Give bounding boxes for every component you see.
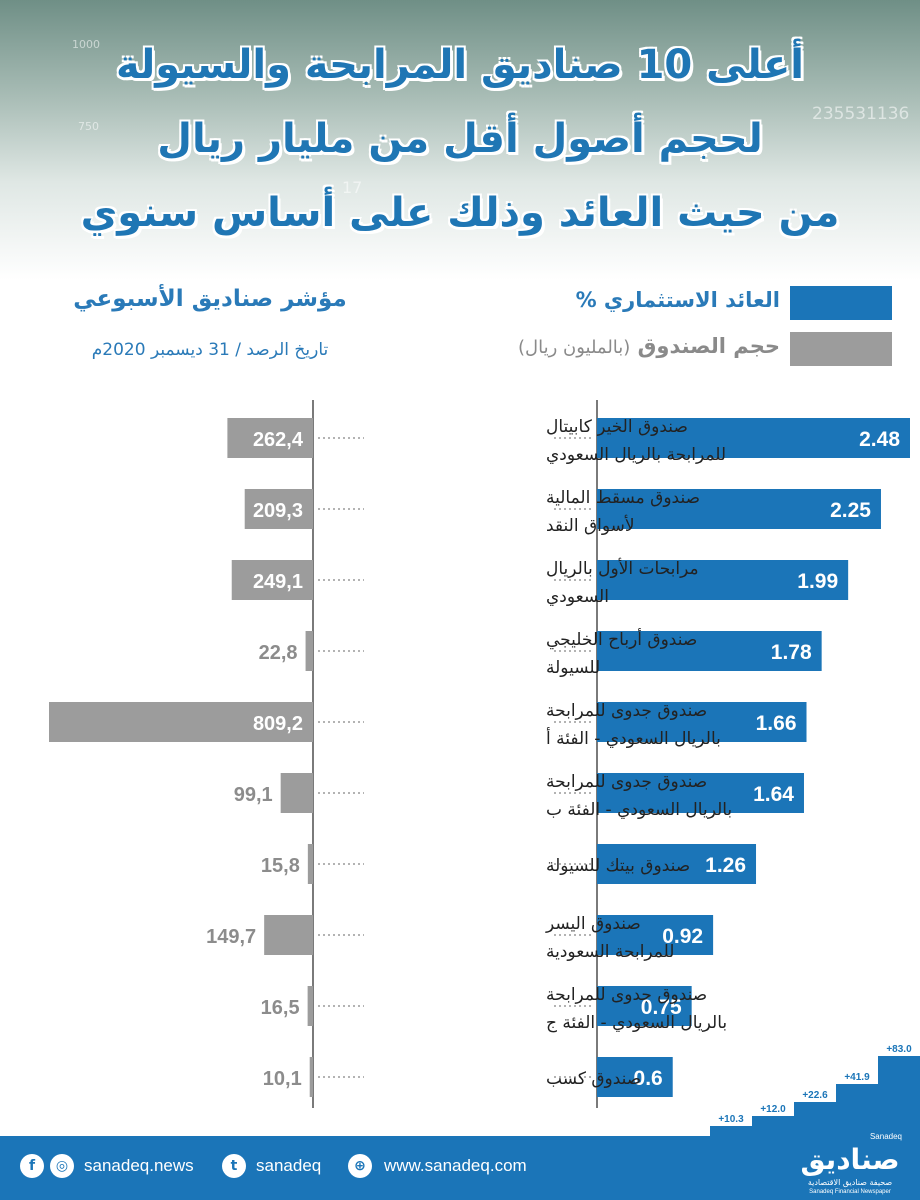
- stair-step: [836, 1084, 878, 1136]
- return-bar: [597, 418, 910, 458]
- size-bar: [305, 631, 313, 671]
- stair-label: +83.0: [886, 1044, 912, 1055]
- stair-step: [752, 1116, 794, 1136]
- bg-number: 750: [78, 120, 99, 133]
- facebook-icon[interactable]: f: [20, 1154, 44, 1178]
- category-label: لأسواق النقد: [546, 515, 635, 536]
- category-label: صندوق جدوى للمرابحة: [546, 985, 707, 1005]
- size-bar: [244, 489, 313, 529]
- return-value-label: 1.99: [797, 570, 838, 593]
- stair-label: +10.3: [718, 1114, 744, 1125]
- return-value-label: 1.78: [771, 641, 812, 664]
- size-value-label: 249,1: [253, 571, 303, 593]
- category-label: بالريال السعودي - الفئة ج: [546, 1013, 727, 1033]
- category-label: صندوق الخير كابيتال: [546, 417, 688, 437]
- brand-tagline-en: Sanadeq Financial Newspaper: [809, 1189, 891, 1195]
- return-bar: [597, 1057, 673, 1097]
- page-title: أعلى 10 صناديق المرابحة والسيولة لحجم أص…: [20, 28, 900, 250]
- return-bar: [597, 915, 714, 955]
- return-value-label: 0.75: [641, 996, 682, 1019]
- size-value-label: 262,4: [253, 429, 304, 451]
- return-value-label: 0.6: [634, 1067, 663, 1090]
- brand-tagline-ar: صحيفة صناديق الاقتصادية: [807, 1178, 893, 1187]
- size-value-label: 149,7: [206, 926, 256, 948]
- title-line: من حيث العائد وذلك على أساس سنوي: [80, 190, 840, 236]
- brand-name-en: Sanadeq: [869, 1132, 902, 1141]
- category-label: صندوق أرباح الخليجي: [546, 628, 697, 650]
- category-label: صندوق بيتك للسيولة: [546, 856, 690, 876]
- category-label: صندوق اليسر: [545, 914, 641, 934]
- category-label: للمرابحة بالريال السعودي: [546, 445, 726, 465]
- stair-label: +41.9: [844, 1072, 870, 1083]
- observation-date: تاريخ الرصد / 31 ديسمبر 2020م: [91, 340, 329, 360]
- return-bar: [597, 844, 757, 884]
- return-value-label: 1.66: [756, 712, 797, 735]
- stair-step: [878, 1056, 920, 1136]
- category-label: للسيولة: [546, 658, 600, 678]
- return-bar: [597, 986, 692, 1026]
- stair-step: [794, 1102, 836, 1136]
- size-value-label: 16,5: [261, 997, 300, 1019]
- brand-logo: صناديق: [800, 1143, 900, 1176]
- return-bar: [597, 489, 881, 529]
- category-label: للمرابحة السعودية: [546, 942, 674, 962]
- footer-bar: [0, 1136, 920, 1200]
- size-bar: [227, 418, 313, 458]
- category-label: صندوق كسب: [546, 1069, 641, 1089]
- legend-size-swatch: [790, 332, 892, 366]
- legend-return-label: العائد الاستثماري %: [575, 288, 780, 312]
- title-line: أعلى 10 صناديق المرابحة والسيولة: [115, 42, 805, 88]
- header-background: [0, 0, 920, 280]
- website-link[interactable]: www.sanadeq.com: [384, 1156, 527, 1175]
- twitter-icon[interactable]: t: [222, 1154, 246, 1178]
- growth-stairs-graphic: +10.3 +12.0 +22.6 +41.9 +83.0: [710, 1044, 920, 1136]
- title-line: لحجم أصول أقل من مليار ريال: [157, 116, 763, 162]
- category-label: صندوق جدوى للمرابحة: [546, 701, 707, 721]
- return-value-label: 0.92: [662, 925, 703, 948]
- social-handle[interactable]: sanadeq.news: [84, 1156, 194, 1175]
- stair-step: [710, 1126, 752, 1136]
- size-value-label: 15,8: [261, 855, 300, 877]
- legend-size-name: حجم الصندوق: [637, 334, 780, 358]
- return-bar: [597, 773, 804, 813]
- return-value-label: 2.25: [830, 499, 871, 522]
- size-bar: [264, 915, 313, 955]
- category-label: مرابحات الأول بالريال: [546, 558, 699, 579]
- size-bar: [309, 1057, 313, 1097]
- size-value-label: 209,3: [253, 500, 303, 522]
- instagram-icon[interactable]: ◎: [50, 1154, 74, 1178]
- bg-number: 235531136: [812, 104, 910, 124]
- globe-icon[interactable]: ⊕: [348, 1154, 372, 1178]
- return-bar: [597, 702, 807, 742]
- category-label: صندوق مسقط المالية: [546, 488, 700, 508]
- legend-size-unit: (بالمليون ريال): [518, 337, 631, 358]
- size-value-label: 809,2: [253, 713, 303, 735]
- index-title: مؤشر صناديق الأسبوعي: [73, 286, 347, 312]
- category-label: بالريال السعودي - الفئة ب: [546, 800, 732, 820]
- stair-label: +12.0: [760, 1104, 786, 1115]
- return-value-label: 1.64: [753, 783, 794, 806]
- twitter-handle[interactable]: sanadeq: [256, 1156, 322, 1175]
- size-bar: [280, 773, 313, 813]
- size-bar: [231, 560, 313, 600]
- size-value-label: 99,1: [234, 784, 273, 806]
- category-label: بالريال السعودي - الفئة أ: [546, 727, 721, 749]
- stair-label: +22.6: [802, 1090, 828, 1101]
- size-value-label: 10,1: [263, 1068, 302, 1090]
- size-bar: [307, 986, 313, 1026]
- return-bar: [597, 560, 849, 600]
- return-value-label: 2.48: [859, 428, 900, 451]
- bg-number: 17: [342, 178, 363, 197]
- return-value-label: 1.26: [705, 854, 746, 877]
- size-bar: [49, 702, 313, 742]
- bg-number: 1000: [72, 38, 100, 51]
- legend-return-swatch: [790, 286, 892, 320]
- bar-chart: 2.48 262,4 صندوق الخير كابيتال للمرابحة بال…: [49, 400, 910, 1108]
- size-bar: [307, 844, 313, 884]
- size-value-label: 22,8: [259, 642, 298, 664]
- category-label: السعودي: [546, 587, 609, 607]
- return-bar: [597, 631, 822, 671]
- legend-size-label: حجم الصندوق (بالمليون ريال): [450, 334, 780, 358]
- category-label: صندوق جدوى للمرابحة: [546, 772, 707, 792]
